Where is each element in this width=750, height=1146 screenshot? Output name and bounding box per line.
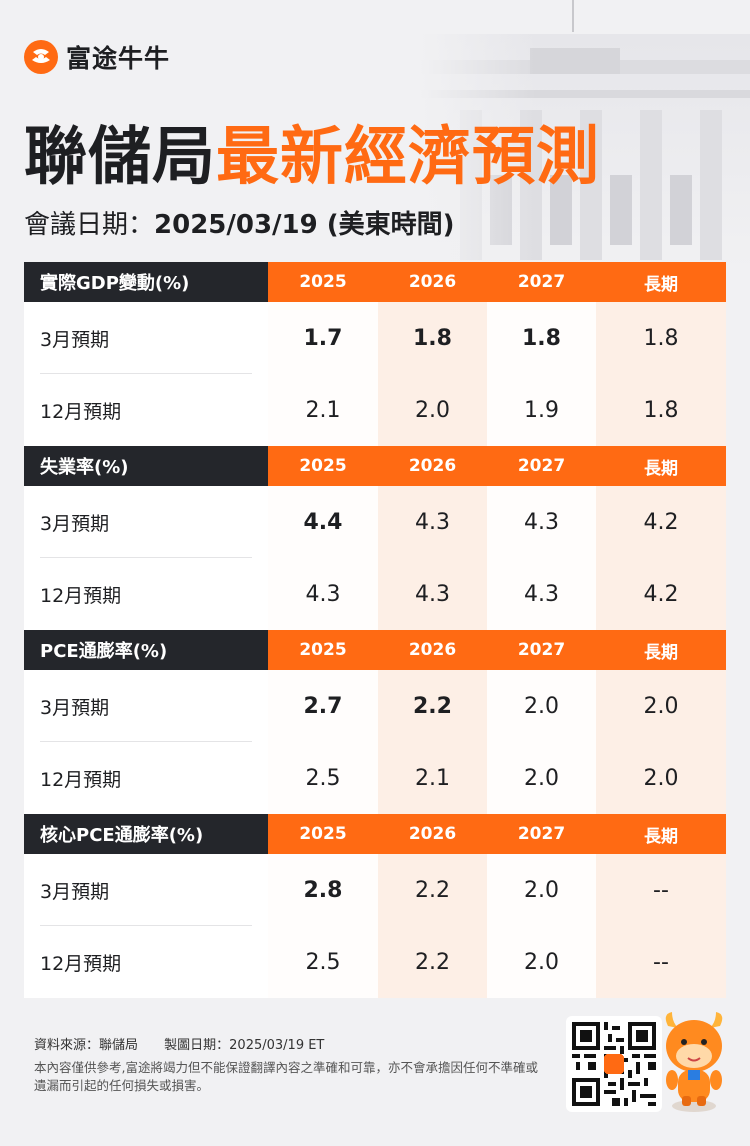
year-header: 2027	[487, 814, 596, 854]
year-header: 長期	[596, 446, 726, 486]
forecast-table: 實際GDP變動(%) 2025 2026 2027 長期 3月預期 1.7 1.…	[24, 262, 726, 998]
table-cell: 2.7	[268, 670, 378, 742]
table-cell: 2.5	[268, 742, 378, 814]
section-header: PCE通膨率(%) 2025 2026 2027 長期	[24, 630, 726, 670]
table-cell: 2.0	[487, 742, 596, 814]
table-cell: 2.2	[378, 854, 487, 926]
table-cell: 4.2	[596, 558, 726, 630]
qr-code-icon[interactable]	[566, 1016, 662, 1112]
year-header: 2025	[268, 814, 378, 854]
table-cell: 2.0	[596, 742, 726, 814]
row-label: 3月預期	[24, 854, 268, 926]
table-cell: 2.0	[487, 926, 596, 998]
section-core-pce: 核心PCE通膨率(%) 2025 2026 2027 長期 3月預期 2.8 2…	[24, 814, 726, 998]
year-header: 2025	[268, 262, 378, 302]
row-label: 12月預期	[24, 374, 268, 446]
disclaimer: 本內容僅供參考,富途將竭力但不能保證翻譯內容之準確和可靠，亦不會承擔因任何不準確…	[34, 1060, 538, 1093]
footer-source: 資料來源：聯儲局 製圖日期：2025/03/19 ET	[34, 1034, 346, 1053]
table-cell: 1.8	[378, 302, 487, 374]
row-label: 3月預期	[24, 302, 268, 374]
table-cell: 1.8	[596, 374, 726, 446]
section-label: PCE通膨率(%)	[24, 630, 268, 670]
table-cell: 2.2	[378, 670, 487, 742]
table-row: 3月預期 2.8 2.2 2.0 --	[24, 854, 726, 926]
year-header: 2027	[487, 446, 596, 486]
row-label: 12月預期	[24, 558, 268, 630]
building-illustration	[420, 0, 750, 270]
year-header: 長期	[596, 814, 726, 854]
year-header: 長期	[596, 630, 726, 670]
table-cell: 1.8	[487, 302, 596, 374]
table-row: 12月預期 2.5 2.2 2.0 --	[24, 926, 726, 998]
table-cell: 2.8	[268, 854, 378, 926]
section-gdp: 實際GDP變動(%) 2025 2026 2027 長期 3月預期 1.7 1.…	[24, 262, 726, 446]
table-row: 12月預期 4.3 4.3 4.3 4.2	[24, 558, 726, 630]
meeting-date: 會議日期：2025/03/19 (美東時間)	[24, 204, 455, 241]
table-cell: --	[596, 854, 726, 926]
header: 富途牛牛 聯儲局最新經濟預測 會議日期：2025/03/19 (美東時間)	[0, 0, 750, 260]
year-header: 2026	[378, 814, 487, 854]
section-unemployment: 失業率(%) 2025 2026 2027 長期 3月預期 4.4 4.3 4.…	[24, 446, 726, 630]
row-label: 3月預期	[24, 486, 268, 558]
section-label: 失業率(%)	[24, 446, 268, 486]
row-label: 12月預期	[24, 742, 268, 814]
table-cell: 2.2	[378, 926, 487, 998]
table-cell: 2.0	[378, 374, 487, 446]
table-row: 12月預期 2.1 2.0 1.9 1.8	[24, 374, 726, 446]
meeting-date-label: 會議日期：	[24, 210, 155, 240]
row-label: 12月預期	[24, 926, 268, 998]
table-row: 3月預期 1.7 1.8 1.8 1.8	[24, 302, 726, 374]
table-cell: 4.2	[596, 486, 726, 558]
table-cell: 4.3	[268, 558, 378, 630]
futu-logo-icon	[24, 40, 58, 74]
table-cell: 1.7	[268, 302, 378, 374]
table-cell: 4.3	[378, 486, 487, 558]
table-cell: --	[596, 926, 726, 998]
table-cell: 2.5	[268, 926, 378, 998]
source-text: 資料來源：聯儲局	[34, 1038, 139, 1053]
section-header: 失業率(%) 2025 2026 2027 長期	[24, 446, 726, 486]
section-pce: PCE通膨率(%) 2025 2026 2027 長期 3月預期 2.7 2.2…	[24, 630, 726, 814]
table-cell: 1.8	[596, 302, 726, 374]
section-header: 實際GDP變動(%) 2025 2026 2027 長期	[24, 262, 726, 302]
year-header: 2025	[268, 630, 378, 670]
table-row: 3月預期 2.7 2.2 2.0 2.0	[24, 670, 726, 742]
year-header: 2025	[268, 446, 378, 486]
table-cell: 1.9	[487, 374, 596, 446]
section-header: 核心PCE通膨率(%) 2025 2026 2027 長期	[24, 814, 726, 854]
year-header: 2026	[378, 630, 487, 670]
year-header: 長期	[596, 262, 726, 302]
table-row: 3月預期 4.4 4.3 4.3 4.2	[24, 486, 726, 558]
table-cell: 2.1	[268, 374, 378, 446]
table-cell: 4.4	[268, 486, 378, 558]
table-cell: 4.3	[378, 558, 487, 630]
table-cell: 2.0	[487, 670, 596, 742]
title-part2: 最新經濟預測	[216, 120, 600, 193]
brand-logo: 富途牛牛	[24, 39, 170, 75]
table-cell: 2.0	[487, 854, 596, 926]
year-header: 2027	[487, 630, 596, 670]
meeting-date-value: 2025/03/19 (美東時間)	[154, 210, 455, 240]
table-cell: 4.3	[487, 486, 596, 558]
table-cell: 2.0	[596, 670, 726, 742]
title-part1: 聯儲局	[24, 120, 216, 193]
made-date-text: 製圖日期：2025/03/19 ET	[164, 1038, 325, 1053]
section-label: 實際GDP變動(%)	[24, 262, 268, 302]
table-cell: 2.1	[378, 742, 487, 814]
row-label: 3月預期	[24, 670, 268, 742]
bull-mascot-icon	[665, 1012, 723, 1112]
section-label: 核心PCE通膨率(%)	[24, 814, 268, 854]
table-row: 12月預期 2.5 2.1 2.0 2.0	[24, 742, 726, 814]
page-title: 聯儲局最新經濟預測	[24, 106, 600, 197]
year-header: 2026	[378, 446, 487, 486]
year-header: 2027	[487, 262, 596, 302]
brand-name: 富途牛牛	[66, 44, 171, 73]
table-cell: 4.3	[487, 558, 596, 630]
year-header: 2026	[378, 262, 487, 302]
